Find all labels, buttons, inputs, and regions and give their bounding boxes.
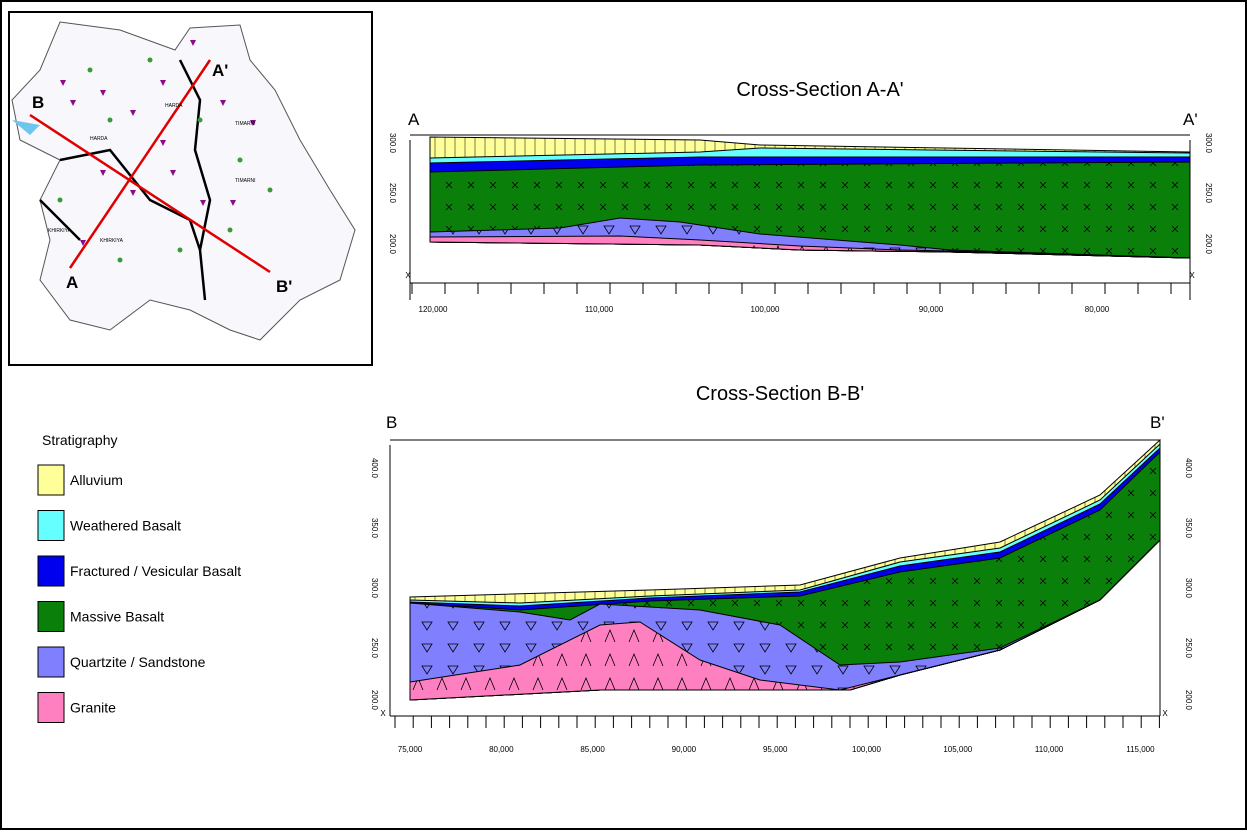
- corner-mark: X: [380, 709, 386, 718]
- y-tick-label: 200.0: [1204, 234, 1213, 255]
- layer-pattern: [430, 236, 1190, 258]
- x-tick-label: 100,000: [751, 305, 780, 314]
- y-tick-label: 350.0: [370, 518, 379, 539]
- x-tick-label: 75,000: [398, 745, 423, 754]
- corner-mark: X: [1189, 271, 1195, 280]
- legend-label: Fractured / Vesicular Basalt: [70, 563, 241, 579]
- y-tick-label: 400.0: [1184, 458, 1193, 479]
- x-tick-label: 120,000: [419, 305, 448, 314]
- legend-swatch: [37, 464, 65, 496]
- corner-mark: X: [405, 271, 411, 280]
- x-tick-label: 85,000: [580, 745, 605, 754]
- y-tick-label: 200.0: [388, 234, 397, 255]
- x-tick-label: 95,000: [763, 745, 788, 754]
- map-label: B: [32, 93, 44, 112]
- section-title: Cross-Section A-A': [736, 79, 903, 101]
- y-tick-label: 200.0: [370, 690, 379, 711]
- x-tick-label: 80,000: [1085, 305, 1110, 314]
- y-tick-label: 300.0: [1184, 578, 1193, 599]
- y-tick-label: 250.0: [1184, 638, 1193, 659]
- x-tick-label: 110,000: [1035, 745, 1064, 754]
- legend-swatch: [37, 601, 65, 632]
- legend-label: Massive Basalt: [70, 609, 164, 625]
- legend-title: Stratigraphy: [42, 432, 117, 448]
- x-tick-label: 90,000: [672, 745, 697, 754]
- section-end: B: [386, 413, 397, 432]
- legend-label: Weathered Basalt: [70, 518, 181, 534]
- x-tick-label: 100,000: [852, 745, 881, 754]
- place: HARDA: [90, 136, 108, 142]
- legend-label: Quartzite / Sandstone: [70, 654, 206, 670]
- x-tick-label: 110,000: [585, 305, 614, 314]
- legend-swatch: [37, 555, 65, 587]
- y-tick-label: 300.0: [388, 133, 397, 154]
- y-tick-label: 300.0: [370, 578, 379, 599]
- y-tick-label: 250.0: [370, 638, 379, 659]
- map: A A' B B' HARDA HARDA TIMARNI TIMARNI KH…: [8, 11, 373, 366]
- map-label: B': [276, 277, 292, 296]
- legend-label: Alluvium: [70, 472, 123, 488]
- y-tick-label: 250.0: [388, 183, 397, 204]
- y-tick-label: 400.0: [370, 458, 379, 479]
- layer-pattern: [410, 540, 1160, 700]
- legend-swatch: [37, 692, 65, 723]
- corner-mark: X: [1162, 709, 1168, 718]
- place: HARDA: [165, 103, 183, 109]
- x-tick-label: 105,000: [943, 745, 972, 754]
- y-tick-label: 200.0: [1184, 690, 1193, 711]
- section-end: B': [1150, 413, 1165, 432]
- map-label: A: [66, 273, 78, 292]
- place: TIMARNI: [235, 178, 256, 184]
- section-end: A': [1183, 110, 1198, 129]
- place: KHIRKIYA: [48, 228, 72, 234]
- y-tick-label: 250.0: [1204, 183, 1213, 204]
- section-end: A: [408, 110, 420, 129]
- y-tick-label: 350.0: [1184, 518, 1193, 539]
- x-tick-label: 90,000: [919, 305, 944, 314]
- legend-label: Granite: [70, 700, 116, 716]
- legend-swatch: [37, 646, 65, 678]
- place: TIMARNI: [235, 121, 256, 127]
- y-tick-label: 300.0: [1204, 133, 1213, 154]
- x-tick-label: 115,000: [1126, 745, 1155, 754]
- place: KHIRKIYA: [100, 238, 124, 244]
- map-label: A': [212, 61, 228, 80]
- layer-pattern: [430, 218, 1190, 258]
- legend-swatch: [37, 510, 65, 541]
- section-title: Cross-Section B-B': [696, 383, 864, 405]
- x-tick-label: 80,000: [489, 745, 514, 754]
